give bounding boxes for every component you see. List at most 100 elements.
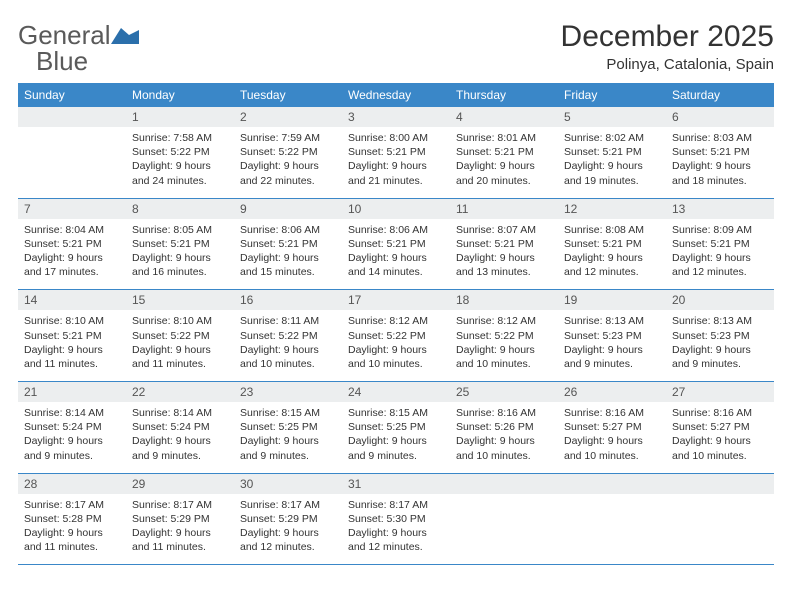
day-cell: Sunrise: 8:17 AMSunset: 5:28 PMDaylight:… — [18, 494, 126, 565]
day-cell: Sunrise: 8:17 AMSunset: 5:30 PMDaylight:… — [342, 494, 450, 565]
sun-info: Sunrise: 8:10 AMSunset: 5:21 PMDaylight:… — [18, 310, 126, 381]
day-cell: Sunrise: 8:09 AMSunset: 5:21 PMDaylight:… — [666, 219, 774, 290]
day-number-cell: 14 — [18, 290, 126, 311]
sun-info: Sunrise: 8:16 AMSunset: 5:26 PMDaylight:… — [450, 402, 558, 473]
day-cell — [18, 127, 126, 198]
location-text: Polinya, Catalonia, Spain — [561, 56, 774, 73]
month-title: December 2025 — [561, 20, 774, 54]
sun-info: Sunrise: 8:04 AMSunset: 5:21 PMDaylight:… — [18, 219, 126, 290]
day-cell: Sunrise: 8:12 AMSunset: 5:22 PMDaylight:… — [342, 310, 450, 381]
day-number-cell: 5 — [558, 107, 666, 127]
sun-info — [666, 494, 774, 552]
sun-info: Sunrise: 8:16 AMSunset: 5:27 PMDaylight:… — [666, 402, 774, 473]
day-number-cell: 2 — [234, 107, 342, 127]
day-number-cell: 25 — [450, 382, 558, 403]
sun-info: Sunrise: 8:13 AMSunset: 5:23 PMDaylight:… — [558, 310, 666, 381]
day-number-cell — [558, 473, 666, 494]
sun-info: Sunrise: 8:03 AMSunset: 5:21 PMDaylight:… — [666, 127, 774, 198]
sun-info: Sunrise: 8:14 AMSunset: 5:24 PMDaylight:… — [18, 402, 126, 473]
day-number-cell: 30 — [234, 473, 342, 494]
day-cell: Sunrise: 8:17 AMSunset: 5:29 PMDaylight:… — [126, 494, 234, 565]
day-number-cell: 31 — [342, 473, 450, 494]
day-cell: Sunrise: 8:00 AMSunset: 5:21 PMDaylight:… — [342, 127, 450, 198]
day-header-cell: Friday — [558, 83, 666, 107]
sun-info: Sunrise: 8:17 AMSunset: 5:29 PMDaylight:… — [234, 494, 342, 565]
day-cell: Sunrise: 8:13 AMSunset: 5:23 PMDaylight:… — [666, 310, 774, 381]
sun-info: Sunrise: 8:14 AMSunset: 5:24 PMDaylight:… — [126, 402, 234, 473]
day-cell: Sunrise: 8:11 AMSunset: 5:22 PMDaylight:… — [234, 310, 342, 381]
sun-info: Sunrise: 8:12 AMSunset: 5:22 PMDaylight:… — [450, 310, 558, 381]
info-row: Sunrise: 8:14 AMSunset: 5:24 PMDaylight:… — [18, 402, 774, 473]
flag-icon — [111, 26, 139, 44]
day-header-row: SundayMondayTuesdayWednesdayThursdayFrid… — [18, 83, 774, 107]
day-cell: Sunrise: 8:17 AMSunset: 5:29 PMDaylight:… — [234, 494, 342, 565]
day-number-cell: 22 — [126, 382, 234, 403]
daynum-row: 21222324252627 — [18, 382, 774, 403]
day-cell: Sunrise: 8:15 AMSunset: 5:25 PMDaylight:… — [342, 402, 450, 473]
brand-text-2: Blue — [36, 46, 88, 77]
day-cell: Sunrise: 8:08 AMSunset: 5:21 PMDaylight:… — [558, 219, 666, 290]
day-cell: Sunrise: 8:04 AMSunset: 5:21 PMDaylight:… — [18, 219, 126, 290]
day-header-cell: Thursday — [450, 83, 558, 107]
day-cell: Sunrise: 8:14 AMSunset: 5:24 PMDaylight:… — [18, 402, 126, 473]
day-cell: Sunrise: 7:59 AMSunset: 5:22 PMDaylight:… — [234, 127, 342, 198]
day-header-cell: Monday — [126, 83, 234, 107]
sun-info: Sunrise: 8:15 AMSunset: 5:25 PMDaylight:… — [342, 402, 450, 473]
sun-info: Sunrise: 8:06 AMSunset: 5:21 PMDaylight:… — [234, 219, 342, 290]
day-cell: Sunrise: 8:10 AMSunset: 5:22 PMDaylight:… — [126, 310, 234, 381]
day-number-cell: 16 — [234, 290, 342, 311]
daynum-row: 123456 — [18, 107, 774, 127]
day-number-cell: 20 — [666, 290, 774, 311]
sun-info: Sunrise: 7:59 AMSunset: 5:22 PMDaylight:… — [234, 127, 342, 198]
calendar-table: SundayMondayTuesdayWednesdayThursdayFrid… — [18, 83, 774, 565]
sun-info: Sunrise: 8:16 AMSunset: 5:27 PMDaylight:… — [558, 402, 666, 473]
day-header-cell: Sunday — [18, 83, 126, 107]
day-cell: Sunrise: 8:15 AMSunset: 5:25 PMDaylight:… — [234, 402, 342, 473]
sun-info: Sunrise: 7:58 AMSunset: 5:22 PMDaylight:… — [126, 127, 234, 198]
day-number-cell: 12 — [558, 198, 666, 219]
day-number-cell: 6 — [666, 107, 774, 127]
sun-info: Sunrise: 8:12 AMSunset: 5:22 PMDaylight:… — [342, 310, 450, 381]
day-cell: Sunrise: 8:16 AMSunset: 5:27 PMDaylight:… — [666, 402, 774, 473]
sun-info: Sunrise: 8:08 AMSunset: 5:21 PMDaylight:… — [558, 219, 666, 290]
daynum-row: 78910111213 — [18, 198, 774, 219]
sun-info: Sunrise: 8:10 AMSunset: 5:22 PMDaylight:… — [126, 310, 234, 381]
day-cell: Sunrise: 8:10 AMSunset: 5:21 PMDaylight:… — [18, 310, 126, 381]
day-cell: Sunrise: 8:16 AMSunset: 5:26 PMDaylight:… — [450, 402, 558, 473]
sun-info: Sunrise: 8:17 AMSunset: 5:28 PMDaylight:… — [18, 494, 126, 565]
sun-info: Sunrise: 8:15 AMSunset: 5:25 PMDaylight:… — [234, 402, 342, 473]
title-area: December 2025 Polinya, Catalonia, Spain — [561, 20, 774, 73]
day-cell: Sunrise: 7:58 AMSunset: 5:22 PMDaylight:… — [126, 127, 234, 198]
day-number-cell — [18, 107, 126, 127]
sun-info: Sunrise: 8:11 AMSunset: 5:22 PMDaylight:… — [234, 310, 342, 381]
sun-info: Sunrise: 8:01 AMSunset: 5:21 PMDaylight:… — [450, 127, 558, 198]
day-cell: Sunrise: 8:02 AMSunset: 5:21 PMDaylight:… — [558, 127, 666, 198]
day-number-cell — [450, 473, 558, 494]
day-cell — [450, 494, 558, 565]
sun-info: Sunrise: 8:06 AMSunset: 5:21 PMDaylight:… — [342, 219, 450, 290]
info-row: Sunrise: 8:04 AMSunset: 5:21 PMDaylight:… — [18, 219, 774, 290]
daynum-row: 28293031 — [18, 473, 774, 494]
day-number-cell: 7 — [18, 198, 126, 219]
day-cell: Sunrise: 8:03 AMSunset: 5:21 PMDaylight:… — [666, 127, 774, 198]
day-number-cell: 17 — [342, 290, 450, 311]
day-number-cell: 24 — [342, 382, 450, 403]
day-number-cell: 11 — [450, 198, 558, 219]
info-row: Sunrise: 7:58 AMSunset: 5:22 PMDaylight:… — [18, 127, 774, 198]
sun-info: Sunrise: 8:02 AMSunset: 5:21 PMDaylight:… — [558, 127, 666, 198]
sun-info — [18, 127, 126, 185]
day-number-cell: 3 — [342, 107, 450, 127]
day-number-cell: 29 — [126, 473, 234, 494]
day-cell: Sunrise: 8:07 AMSunset: 5:21 PMDaylight:… — [450, 219, 558, 290]
header: General Blue December 2025 Polinya, Cata… — [18, 20, 774, 73]
day-cell: Sunrise: 8:16 AMSunset: 5:27 PMDaylight:… — [558, 402, 666, 473]
day-number-cell: 10 — [342, 198, 450, 219]
info-row: Sunrise: 8:17 AMSunset: 5:28 PMDaylight:… — [18, 494, 774, 565]
day-number-cell: 4 — [450, 107, 558, 127]
sun-info — [450, 494, 558, 552]
day-cell: Sunrise: 8:06 AMSunset: 5:21 PMDaylight:… — [342, 219, 450, 290]
sun-info: Sunrise: 8:17 AMSunset: 5:29 PMDaylight:… — [126, 494, 234, 565]
sun-info — [558, 494, 666, 552]
day-header-cell: Saturday — [666, 83, 774, 107]
day-cell — [558, 494, 666, 565]
